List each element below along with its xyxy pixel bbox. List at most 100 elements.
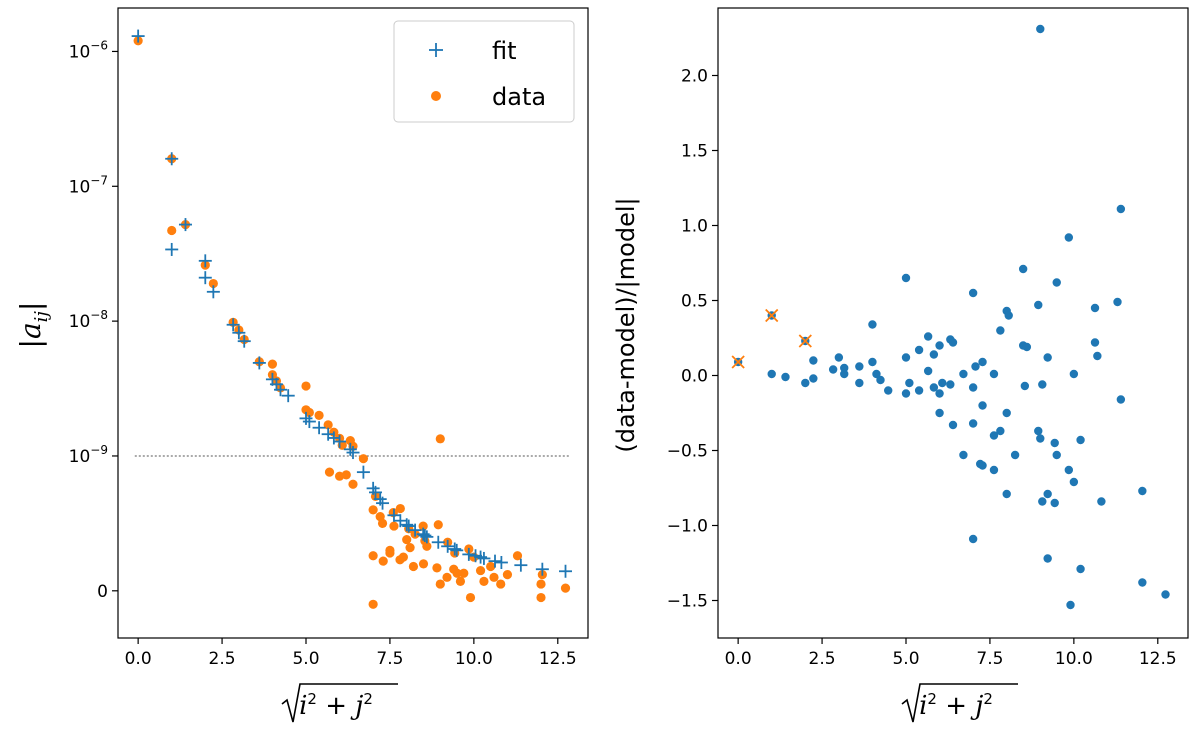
residual-point	[1036, 24, 1045, 34]
residual-point	[1004, 311, 1013, 320]
right-chart-marks	[731, 24, 1170, 610]
residual-point	[1090, 303, 1100, 313]
left-x-tick-label: 2.5	[209, 649, 236, 669]
fit-point	[450, 543, 464, 557]
highlight-x-b	[798, 334, 812, 348]
right-y-axis-title: (data-model)/|model|	[612, 197, 640, 452]
fit-point	[302, 415, 316, 429]
fit-point	[376, 496, 390, 510]
fit-point	[165, 242, 179, 256]
residual-point	[872, 369, 881, 379]
residual-point	[1052, 278, 1061, 287]
residual-point	[1066, 600, 1075, 610]
data-point	[536, 592, 546, 603]
data-point	[389, 521, 399, 531]
residual-point	[1138, 578, 1147, 587]
data-point	[479, 576, 489, 586]
fit-point	[281, 389, 295, 403]
fit-point	[312, 421, 326, 435]
residual-point	[959, 450, 968, 460]
residual-point	[978, 401, 987, 410]
residual-point	[968, 383, 978, 392]
residual-point	[1018, 264, 1028, 274]
left-x-axis-title: i2 + j2	[281, 683, 398, 723]
right-chart-axes: 0.0 2.5 5.0 7.5 10.0 12.5 −1.5 −1.0 −0.5 0.0 0.5 1.…	[667, 67, 1177, 670]
data-point	[323, 420, 333, 430]
residual-point	[1113, 297, 1122, 307]
residual-point	[948, 338, 958, 347]
left-chart-marks	[131, 29, 573, 609]
residual-point	[914, 386, 924, 395]
left-x-tick-label: 12.5	[539, 649, 577, 669]
right-y-tick-label: 1.0	[681, 217, 708, 237]
data-point	[408, 561, 419, 572]
fit-point	[206, 285, 220, 299]
highlighted-point-x	[731, 355, 745, 369]
residual-point	[868, 320, 877, 329]
fit-point	[448, 542, 462, 556]
residual-point	[1052, 450, 1061, 460]
residual-point	[1050, 498, 1059, 508]
data-point	[502, 570, 513, 580]
residual-point	[989, 431, 999, 440]
residual-point	[935, 341, 944, 350]
residual-point	[978, 461, 987, 470]
data-point	[489, 572, 499, 582]
right-y-tick-label: −0.5	[667, 442, 708, 462]
data-point	[385, 545, 395, 555]
data-point	[267, 359, 278, 369]
residual-point	[1043, 353, 1052, 362]
data-point	[378, 556, 388, 566]
legend: fit data	[393, 20, 575, 123]
fit-point	[198, 254, 212, 268]
residual-point	[1116, 395, 1126, 404]
left-y-tick-label: 10−7	[69, 173, 108, 197]
right-x-tick-label: 5.0	[892, 649, 919, 669]
residual-point	[828, 365, 838, 374]
left-x-tick-label: 5.0	[292, 649, 319, 669]
residual-point	[1093, 351, 1102, 361]
residual-point	[968, 288, 978, 298]
residual-point	[1034, 426, 1043, 436]
data-point	[324, 467, 335, 477]
left-y-tick-label: 10−9	[69, 443, 108, 467]
data-point	[465, 592, 476, 603]
residual-point	[868, 357, 877, 367]
right-y-tick-label: 0.0	[681, 367, 708, 387]
fit-point	[559, 564, 573, 578]
residual-point	[767, 369, 776, 379]
fit-point	[431, 535, 445, 549]
data-point	[377, 518, 388, 528]
data-point	[496, 579, 506, 589]
residual-point	[996, 326, 1005, 335]
fit-point	[420, 530, 434, 544]
right-y-tick-label: 2.0	[681, 67, 708, 87]
data-point	[435, 579, 445, 589]
left-x-tick-label: 0.0	[125, 649, 152, 669]
fit-point	[441, 539, 455, 553]
residual-point	[1076, 564, 1085, 574]
fit-point	[299, 411, 313, 425]
residual-point	[1064, 465, 1074, 475]
residual-point	[840, 369, 849, 379]
residual-point	[901, 389, 911, 398]
fit-point	[252, 356, 266, 370]
data-point	[455, 576, 466, 586]
data-point	[348, 479, 358, 489]
residual-point	[929, 350, 939, 359]
residual-point	[1097, 497, 1106, 506]
residual-point	[809, 374, 818, 383]
residual-point	[989, 369, 999, 379]
fit-point	[488, 554, 502, 568]
fit-point	[273, 383, 287, 397]
residual-point	[935, 408, 944, 418]
highlighted-point-x	[765, 308, 779, 323]
residual-point	[876, 375, 885, 385]
legend-data-label: data	[492, 83, 546, 111]
legend-fit-label: fit	[492, 37, 517, 65]
fit-point	[198, 271, 212, 285]
data-point	[405, 543, 415, 553]
fit-point	[474, 550, 488, 564]
residual-point	[1002, 489, 1011, 499]
